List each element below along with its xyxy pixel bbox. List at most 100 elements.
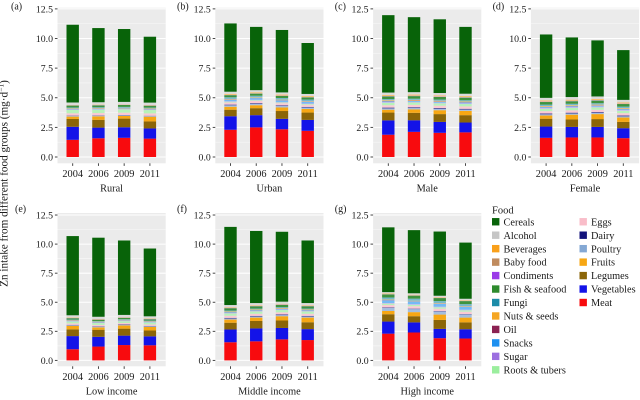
svg-text:Sugar: Sugar [504,352,529,363]
svg-text:2011: 2011 [298,169,318,180]
svg-text:5.0: 5.0 [356,93,368,104]
svg-text:0.0: 0.0 [41,356,53,367]
svg-text:2006: 2006 [404,372,425,383]
svg-text:2011: 2011 [455,169,475,180]
svg-text:10.0: 10.0 [194,240,211,251]
svg-text:7.5: 7.5 [356,64,368,75]
svg-text:Poultry: Poultry [591,244,622,255]
svg-text:Zn intake from different food: Zn intake from different food groups (mg… [0,80,11,287]
svg-text:Food: Food [492,206,514,217]
svg-text:2.5: 2.5 [41,123,53,134]
svg-text:2.5: 2.5 [356,123,368,134]
svg-text:2006: 2006 [562,169,583,180]
svg-text:Condiments: Condiments [504,271,554,282]
svg-text:2.5: 2.5 [514,123,526,134]
svg-text:(c): (c) [335,2,346,13]
svg-text:2011: 2011 [140,169,160,180]
svg-text:2.5: 2.5 [41,327,53,338]
svg-text:2009: 2009 [114,169,135,180]
svg-text:2011: 2011 [140,372,160,383]
svg-text:5.0: 5.0 [41,298,53,309]
svg-text:2009: 2009 [272,372,293,383]
svg-text:7.5: 7.5 [41,269,53,280]
svg-text:Urban: Urban [257,184,283,195]
svg-text:0.0: 0.0 [41,152,53,163]
svg-text:2004: 2004 [220,169,241,180]
svg-text:Eggs: Eggs [591,217,612,228]
svg-text:Fruits: Fruits [591,258,615,269]
svg-text:12.5: 12.5 [194,4,211,15]
svg-text:(b): (b) [177,2,189,13]
svg-text:2.5: 2.5 [356,327,368,338]
svg-text:2006: 2006 [246,169,267,180]
svg-text:Legumes: Legumes [591,271,629,282]
svg-text:12.5: 12.5 [36,210,53,221]
svg-text:2006: 2006 [246,372,267,383]
svg-text:(f): (f) [177,204,187,215]
svg-text:Middle income: Middle income [238,387,301,398]
svg-text:10.0: 10.0 [36,240,53,251]
svg-text:10.0: 10.0 [509,34,526,45]
svg-text:2004: 2004 [62,169,83,180]
svg-text:Rural: Rural [100,184,123,195]
svg-text:0.0: 0.0 [356,356,368,367]
svg-text:2009: 2009 [114,372,135,383]
svg-text:High income: High income [400,387,454,398]
svg-text:7.5: 7.5 [199,64,211,75]
svg-text:2011: 2011 [298,372,318,383]
svg-text:10.0: 10.0 [36,34,53,45]
svg-text:Nuts & seeds: Nuts & seeds [504,312,559,323]
svg-text:2004: 2004 [62,372,83,383]
svg-text:2011: 2011 [455,372,475,383]
svg-text:2009: 2009 [272,169,293,180]
svg-text:2009: 2009 [587,169,608,180]
svg-text:(e): (e) [15,204,26,215]
svg-text:0.0: 0.0 [199,152,211,163]
svg-text:0.0: 0.0 [514,152,526,163]
svg-text:5.0: 5.0 [199,93,211,104]
svg-text:0.0: 0.0 [199,356,211,367]
svg-text:Male: Male [417,184,439,195]
svg-text:Low income: Low income [86,387,138,398]
svg-text:12.5: 12.5 [351,4,368,15]
svg-text:Baby food: Baby food [504,258,548,269]
svg-text:5.0: 5.0 [356,298,368,309]
svg-text:10.0: 10.0 [351,34,368,45]
svg-text:12.5: 12.5 [509,4,526,15]
svg-text:Fungi: Fungi [504,298,528,309]
svg-text:2009: 2009 [429,372,450,383]
svg-text:Roots & tubers: Roots & tubers [504,365,566,376]
svg-text:Dairy: Dairy [591,231,615,242]
svg-text:Oil: Oil [504,325,517,336]
svg-text:Fish & seafood: Fish & seafood [504,285,568,296]
svg-text:Meat: Meat [591,298,612,309]
svg-text:2004: 2004 [536,169,557,180]
svg-text:(g): (g) [335,204,347,215]
svg-text:7.5: 7.5 [199,269,211,280]
svg-text:7.5: 7.5 [41,64,53,75]
svg-text:7.5: 7.5 [514,64,526,75]
svg-text:Beverages: Beverages [504,244,547,255]
svg-text:2004: 2004 [220,372,241,383]
svg-text:7.5: 7.5 [356,269,368,280]
svg-text:Cereals: Cereals [504,217,535,228]
svg-text:12.5: 12.5 [36,4,53,15]
svg-text:5.0: 5.0 [514,93,526,104]
svg-text:(d): (d) [493,2,505,13]
svg-text:2006: 2006 [88,169,109,180]
svg-text:2004: 2004 [378,372,399,383]
svg-text:Alcohol: Alcohol [504,231,537,242]
svg-text:12.5: 12.5 [194,210,211,221]
svg-text:12.5: 12.5 [351,210,368,221]
svg-text:2006: 2006 [88,372,109,383]
svg-text:5.0: 5.0 [41,93,53,104]
svg-text:2011: 2011 [613,169,633,180]
svg-text:0.0: 0.0 [356,152,368,163]
svg-text:Snacks: Snacks [504,338,533,349]
svg-text:2004: 2004 [378,169,399,180]
svg-text:2006: 2006 [404,169,425,180]
svg-text:10.0: 10.0 [351,240,368,251]
svg-text:Vegetables: Vegetables [591,285,636,296]
svg-text:2.5: 2.5 [199,327,211,338]
svg-text:2.5: 2.5 [199,123,211,134]
